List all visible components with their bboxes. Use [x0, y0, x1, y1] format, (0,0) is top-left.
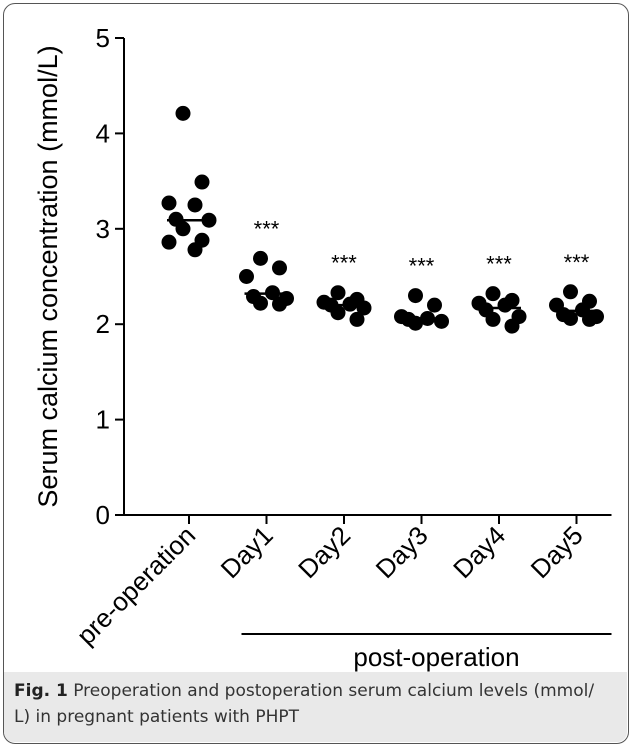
data-point — [330, 305, 346, 321]
data-point — [187, 242, 203, 258]
data-point — [485, 286, 501, 302]
significance-marker: *** — [409, 254, 435, 279]
y-tick-label: 5 — [96, 23, 110, 53]
x-tick-label: Day5 — [525, 520, 589, 584]
data-point — [563, 284, 578, 300]
data-point — [582, 311, 597, 327]
significance-marker: *** — [331, 251, 357, 276]
plot-area: 0 1 2 3 4 5 Serum calcium concentration (mmol/… — [4, 4, 628, 672]
data-point — [175, 221, 191, 237]
scatter-chart: 0 1 2 3 4 5 Serum calcium concentration (mmol/… — [33, 23, 612, 672]
data-point — [408, 288, 423, 304]
x-tick-label: pre-operation — [71, 520, 202, 651]
data-point — [253, 250, 268, 266]
data-point — [427, 297, 442, 313]
data-point — [563, 310, 578, 326]
caption-text: Preoperation and postoperation serum cal… — [14, 681, 595, 727]
x-tick-label: Day4 — [447, 520, 511, 584]
data-point — [187, 197, 203, 213]
data-point — [330, 285, 346, 301]
y-tick-label: 3 — [96, 214, 110, 244]
data-point — [253, 295, 268, 311]
significance-marker: *** — [486, 252, 512, 277]
y-tick-label: 0 — [96, 500, 110, 530]
x-tick-label: Day3 — [370, 520, 434, 584]
data-point — [175, 105, 191, 121]
x-tick-label: Day1 — [215, 520, 279, 584]
data-point — [272, 296, 287, 312]
figure-caption: Fig. 1 Preoperation and postoperation se… — [14, 678, 614, 730]
x-tick-label: Day2 — [292, 520, 356, 584]
y-tick-label: 1 — [96, 405, 110, 435]
caption-label: Fig. 1 — [14, 681, 68, 701]
significance-marker: *** — [564, 250, 590, 275]
data-point — [272, 260, 287, 276]
data-point — [434, 313, 449, 329]
data-point — [161, 195, 177, 211]
significance-marker: *** — [254, 216, 280, 241]
group-label: post-operation — [353, 642, 519, 672]
y-axis-label: Serum calcium concentration (mmol/L) — [33, 45, 63, 507]
data-point — [194, 174, 210, 190]
data-point — [497, 297, 513, 313]
data-point — [349, 311, 365, 327]
caption-box: Fig. 1 Preoperation and postoperation se… — [4, 672, 627, 742]
y-tick-label: 4 — [96, 118, 110, 148]
data-point — [504, 318, 520, 334]
figure-frame: 0 1 2 3 4 5 Serum calcium concentration (mmol/… — [3, 3, 629, 744]
y-tick-label: 2 — [96, 309, 110, 339]
data-point — [485, 311, 501, 327]
data-point — [161, 234, 177, 250]
data-point — [239, 269, 254, 284]
